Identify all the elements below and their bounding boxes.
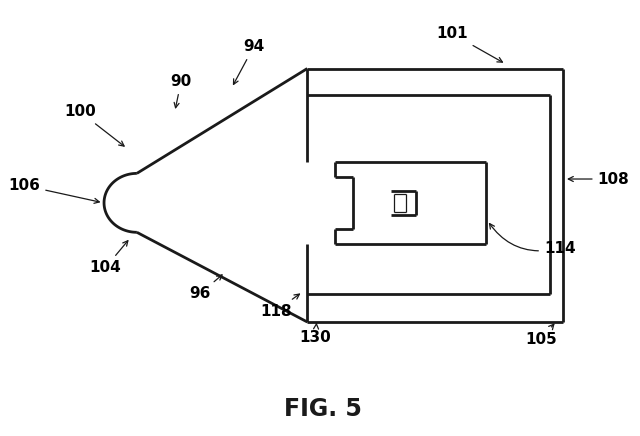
Text: 96: 96 [189,275,222,301]
Text: 101: 101 [436,27,502,62]
Text: 108: 108 [568,171,629,187]
Text: 118: 118 [260,294,300,319]
Text: 114: 114 [490,224,575,256]
Text: 105: 105 [525,324,557,347]
Text: 130: 130 [300,324,332,344]
Text: 100: 100 [64,104,124,146]
Text: FIG. 5: FIG. 5 [284,397,362,421]
Text: 90: 90 [170,74,191,108]
Text: 104: 104 [90,241,128,275]
Text: 106: 106 [8,178,99,203]
Text: 94: 94 [234,39,264,84]
